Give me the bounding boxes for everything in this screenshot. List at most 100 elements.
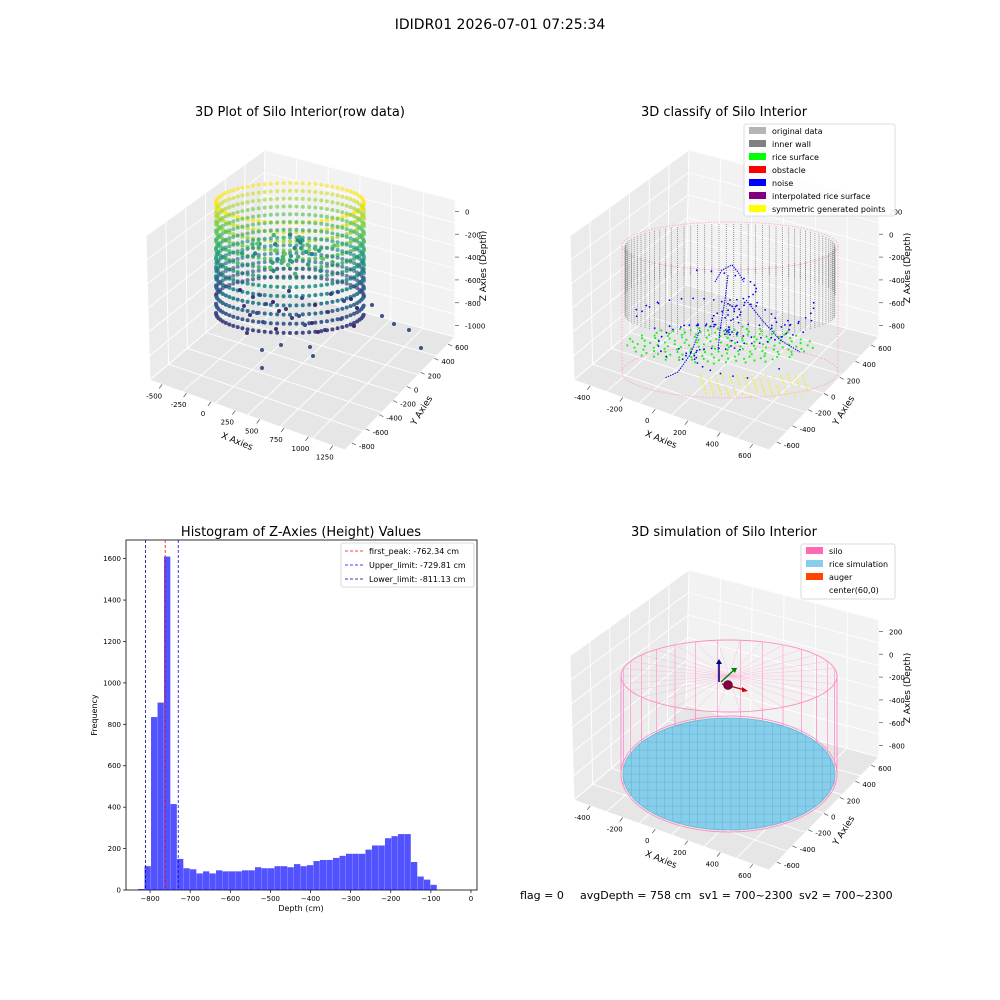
data-point — [339, 317, 343, 321]
legend-label: rice surface — [772, 153, 819, 162]
x-tick-label: 250 — [221, 419, 234, 427]
data-point — [223, 256, 228, 261]
data-point — [245, 270, 250, 275]
histogram-legend: first_peak: -762.34 cm Upper_limit: -729.… — [340, 542, 475, 588]
data-point — [330, 254, 335, 259]
data-point — [251, 282, 255, 287]
data-point — [279, 260, 284, 265]
data-point — [340, 241, 345, 246]
data-point — [352, 261, 357, 266]
data-point — [235, 194, 240, 199]
histogram-bar — [365, 849, 372, 890]
rice-surface-point — [748, 355, 751, 358]
rice-surface-point — [712, 362, 716, 365]
data-point — [325, 230, 329, 235]
data-point — [348, 322, 353, 327]
legend-swatch — [806, 547, 823, 554]
y-tick-label: -400 — [800, 846, 816, 854]
noise-point — [660, 350, 662, 353]
legend-label: noise — [772, 179, 793, 188]
data-point — [268, 228, 273, 233]
histogram-bar — [216, 870, 223, 890]
rice-surface-point — [750, 353, 753, 356]
data-point — [231, 203, 236, 208]
silo-wire-spoke — [717, 640, 730, 677]
data-point — [231, 266, 236, 271]
symmetric-point — [731, 382, 733, 384]
rice-surface-point — [752, 344, 756, 347]
data-point — [288, 294, 292, 299]
histogram-bar — [404, 834, 411, 890]
symmetric-point — [782, 381, 784, 383]
noise-point — [696, 362, 699, 364]
data-point — [231, 314, 236, 319]
data-point — [319, 253, 324, 257]
silo-wire-spoke — [728, 644, 784, 677]
data-point — [349, 297, 353, 301]
data-point — [330, 184, 335, 189]
x-tick — [684, 840, 689, 846]
rice-surface-point — [790, 350, 793, 353]
data-point — [308, 345, 312, 349]
rice-surface-point — [763, 354, 766, 357]
data-point — [294, 181, 299, 186]
symmetric-point — [795, 376, 797, 378]
z-tick-label: -800 — [889, 743, 905, 751]
histogram-bar — [229, 871, 236, 890]
rice-surface-point — [649, 341, 652, 345]
data-point — [262, 221, 267, 226]
rice-surface-point — [685, 338, 688, 341]
data-point — [298, 245, 304, 251]
rice-surface-point — [663, 347, 666, 350]
data-point — [344, 242, 349, 247]
data-point — [268, 181, 273, 186]
noise-point — [733, 347, 736, 349]
data-point — [325, 319, 329, 324]
data-point — [227, 275, 232, 280]
data-point — [344, 203, 349, 208]
rice-surface-point — [783, 333, 786, 336]
data-point — [275, 274, 280, 279]
data-point — [223, 266, 228, 270]
noise-point — [739, 311, 742, 313]
symmetric-point — [710, 385, 712, 387]
data-point — [256, 221, 261, 226]
y-tick — [792, 425, 797, 429]
rice-surface-point — [737, 350, 740, 353]
data-point — [227, 236, 232, 241]
noise-point — [812, 301, 815, 304]
data-point — [361, 292, 366, 297]
data-point — [300, 303, 305, 308]
data-point — [223, 311, 228, 316]
noise-point — [727, 314, 729, 316]
data-point — [361, 285, 366, 289]
classify-legend: original data inner wall rice surface obsta… — [743, 123, 896, 217]
rice-surface-point — [672, 330, 675, 333]
data-point — [313, 256, 318, 261]
symmetric-point — [704, 389, 706, 391]
rice-surface-point — [699, 331, 702, 334]
y-tick — [870, 344, 876, 348]
grid-line — [685, 569, 690, 706]
legend-swatch — [806, 586, 823, 593]
rice-surface-point — [642, 348, 645, 351]
rice-surface-point — [714, 331, 717, 334]
data-point — [352, 222, 357, 227]
data-point — [256, 329, 261, 334]
data-point — [251, 214, 255, 219]
rice-surface-point — [764, 360, 767, 363]
symmetric-point — [719, 390, 721, 392]
symmetric-point — [786, 393, 788, 395]
data-point — [330, 309, 335, 313]
data-point — [227, 220, 232, 225]
data-point — [231, 195, 236, 200]
data-point — [355, 292, 360, 296]
rice-surface-point — [652, 355, 656, 358]
noise-point — [775, 321, 778, 324]
symmetric-point — [787, 374, 789, 376]
symmetric-point — [805, 384, 807, 386]
noise-point — [770, 313, 773, 315]
data-point — [248, 313, 252, 317]
rice-surface-point — [636, 342, 639, 346]
data-point — [256, 245, 261, 250]
